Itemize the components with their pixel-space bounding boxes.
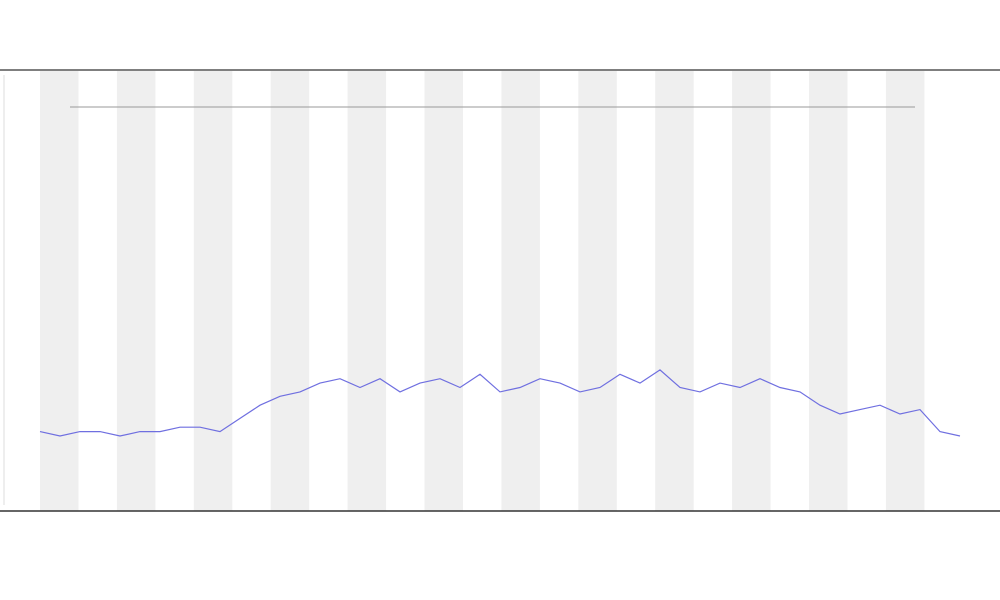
- data-line: [39, 369, 961, 437]
- band: [116, 71, 156, 511]
- band: [885, 71, 925, 511]
- band: [732, 71, 771, 511]
- bands: [40, 71, 925, 511]
- band: [424, 71, 463, 511]
- band: [193, 71, 233, 511]
- band: [347, 71, 387, 511]
- band: [809, 71, 848, 511]
- band: [578, 71, 617, 511]
- band: [270, 71, 310, 511]
- band: [40, 71, 79, 511]
- band: [501, 71, 540, 511]
- band: [655, 71, 694, 511]
